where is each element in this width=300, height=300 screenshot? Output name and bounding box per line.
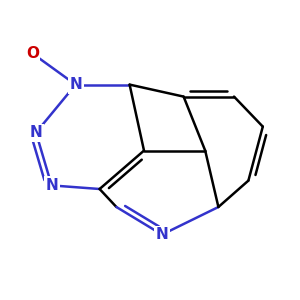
Text: N: N (45, 178, 58, 193)
Text: N: N (69, 77, 82, 92)
Text: O: O (26, 46, 39, 61)
Text: N: N (156, 227, 168, 242)
Text: N: N (30, 125, 42, 140)
